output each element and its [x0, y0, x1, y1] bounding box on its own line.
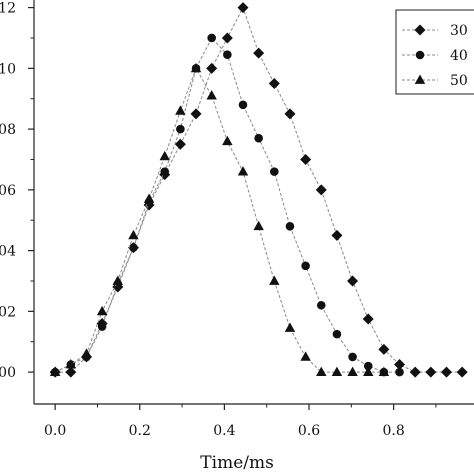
data-point	[285, 222, 295, 231]
series-line	[55, 6, 463, 373]
data-point	[300, 153, 312, 165]
x-tick-label: 0.0	[44, 423, 66, 439]
legend-items: 30 40 50	[402, 23, 468, 89]
x-tick-label: 0.6	[298, 423, 320, 439]
data-point	[332, 329, 342, 339]
data-point	[190, 108, 202, 120]
data-point	[269, 275, 280, 285]
data-point	[174, 138, 186, 150]
y-tick-label: 02	[0, 304, 16, 320]
data-point	[65, 366, 77, 378]
data-point	[221, 32, 233, 44]
y-tick-label: 00	[0, 365, 16, 381]
data-point	[300, 351, 311, 361]
data-point	[238, 100, 248, 110]
data-point	[207, 33, 216, 43]
data-point	[301, 261, 310, 271]
data-point	[112, 275, 123, 285]
data-point	[270, 167, 279, 176]
data-point	[348, 352, 357, 362]
data-point	[223, 50, 232, 59]
legend-marker	[415, 50, 425, 60]
legend-label: 30	[450, 23, 468, 39]
data-point	[394, 359, 406, 371]
data-point	[143, 193, 155, 203]
data-point	[315, 184, 327, 196]
data-point	[362, 313, 374, 325]
data-point	[49, 366, 61, 376]
data-point	[237, 2, 249, 14]
data-point	[176, 124, 185, 134]
data-point	[316, 366, 327, 376]
legend-marker	[414, 24, 426, 36]
x-axis-title: Time/ms	[200, 453, 274, 473]
legend-label: 40	[450, 48, 468, 64]
data-point	[65, 359, 77, 369]
data-point	[347, 366, 358, 376]
data-point	[284, 108, 296, 120]
data-point	[129, 243, 138, 252]
data-point	[268, 78, 280, 90]
data-point	[456, 366, 468, 378]
axes-layer	[33, 0, 474, 405]
data-point	[160, 167, 170, 176]
data-point	[222, 135, 233, 146]
data-point	[395, 367, 404, 377]
data-point	[96, 305, 108, 316]
data-point	[363, 361, 373, 371]
data-point	[190, 62, 202, 73]
data-point	[159, 150, 170, 161]
y-tick-label: 10	[0, 61, 16, 77]
data-point	[425, 366, 437, 378]
legend-marker	[414, 74, 426, 84]
data-point	[331, 229, 343, 241]
series-50	[49, 62, 390, 376]
data-point	[206, 62, 218, 74]
data-point	[206, 90, 217, 100]
y-tick-label: 12	[0, 1, 16, 17]
data-point	[441, 366, 452, 378]
data-point	[331, 366, 343, 376]
y-tick-label: 06	[0, 183, 16, 199]
data-point	[254, 133, 263, 143]
data-point	[128, 229, 139, 240]
data-point	[284, 322, 296, 332]
x-tick-label: 0.2	[129, 423, 151, 439]
series-line	[54, 37, 400, 373]
series-line	[54, 67, 384, 373]
data-point	[81, 348, 92, 358]
data-point	[378, 366, 390, 376]
data-point	[409, 366, 421, 378]
data-point	[97, 322, 107, 331]
legend: 30 40 50	[395, 9, 474, 95]
y-tick-label: 08	[0, 122, 16, 138]
data-point	[175, 105, 186, 115]
series-layer	[49, 2, 468, 378]
data-point	[253, 220, 264, 231]
ticks-layer: 0.0 0.2 0.4 0.6 0.8 00 02 04 06 08 10 12	[0, 1, 437, 439]
legend-label: 50	[450, 73, 468, 89]
legend-item-30: 30	[402, 23, 468, 39]
y-tick-label: 04	[0, 244, 16, 260]
legend-item-50: 50	[402, 73, 468, 89]
series-40	[50, 33, 404, 377]
legend-item-40: 40	[402, 48, 468, 64]
x-tick-label: 0.4	[213, 423, 235, 439]
data-point	[378, 343, 390, 355]
data-point	[316, 300, 326, 310]
x-tick-label: 0.8	[382, 423, 404, 439]
data-point	[253, 47, 265, 59]
data-point	[347, 275, 359, 287]
data-point	[237, 166, 249, 176]
data-point	[363, 366, 374, 376]
